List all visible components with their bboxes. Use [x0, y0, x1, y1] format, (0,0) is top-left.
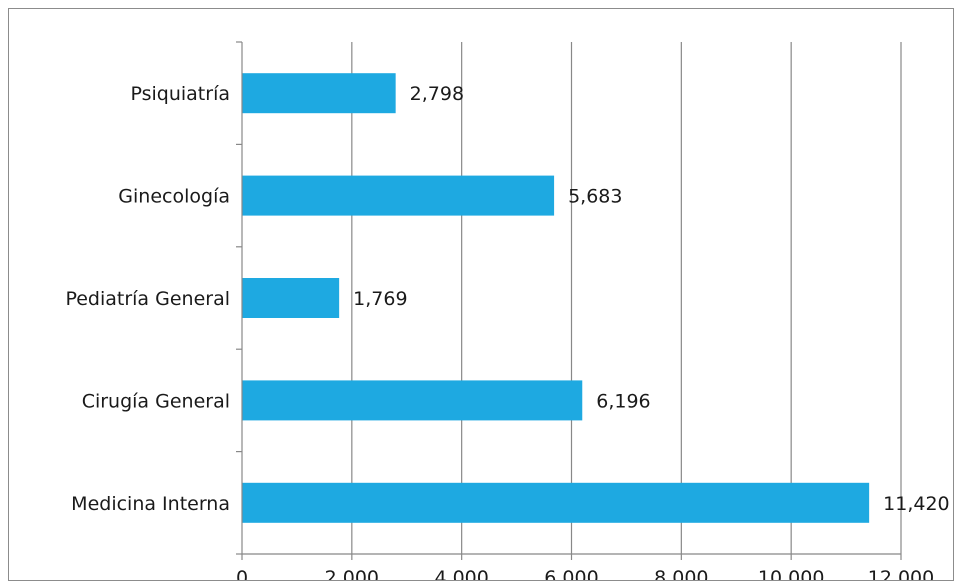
x-tick-label: 2,000 [325, 567, 379, 581]
data-label: 11,420 [883, 493, 949, 515]
bar [242, 175, 555, 216]
x-tick-label: 4,000 [434, 567, 488, 581]
x-tick-label: 0 [236, 567, 248, 581]
category-label: Cirugía General [82, 390, 230, 412]
axes [236, 41, 902, 560]
data-label: 6,196 [596, 390, 650, 412]
bars [242, 73, 870, 523]
data-label: 1,769 [353, 288, 407, 310]
category-label: Pediatría General [65, 288, 230, 310]
bar-chart: 0 2,000 4,000 6,000 8,000 10,000 12,000 Psiquia… [65, 41, 950, 581]
chart-frame: 0 2,000 4,000 6,000 8,000 10,000 12,000 Psiquia… [8, 8, 954, 581]
bar [242, 73, 396, 114]
grid-lines [351, 42, 902, 554]
category-label: Ginecología [118, 186, 230, 208]
labels: 0 2,000 4,000 6,000 8,000 10,000 12,000 Psiquia… [65, 83, 949, 581]
category-label: Medicina Interna [71, 493, 230, 515]
bar [242, 482, 870, 523]
data-label: 5,683 [568, 186, 622, 208]
bar [242, 278, 340, 318]
bar [242, 380, 583, 421]
x-tick-label: 6,000 [544, 567, 598, 581]
category-label: Psiquiatría [130, 83, 230, 105]
x-tick-label: 10,000 [758, 567, 824, 581]
data-label: 2,798 [410, 83, 464, 105]
x-tick-label: 8,000 [654, 567, 708, 581]
x-tick-label: 12,000 [868, 567, 934, 581]
